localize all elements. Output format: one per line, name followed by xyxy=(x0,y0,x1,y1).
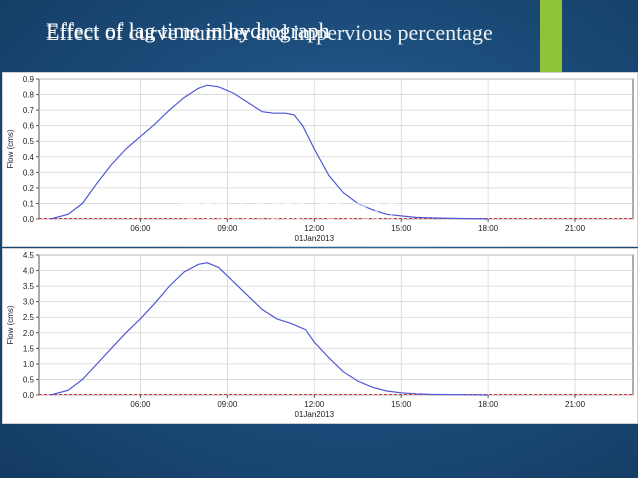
flow-series-line xyxy=(50,84,489,220)
x-tick-label: 06:00 xyxy=(130,400,151,409)
y-tick-label: 2.0 xyxy=(23,329,35,338)
hydrograph-chart-top: 0.0 0.1 0.2 0.3 0.4 0.5 0.6 0.7 0.8 0.9 06:00 09:00… xyxy=(6,75,634,243)
y-tick-label: 0.2 xyxy=(23,184,35,193)
x-tick-label: 18:00 xyxy=(478,400,499,409)
chart-panel-top: 0.0 0.1 0.2 0.3 0.4 0.5 0.6 0.7 0.8 0.9 06:00 09:00… xyxy=(2,72,638,247)
y-tick-label: 1.5 xyxy=(23,344,35,353)
x-tick-label: 12:00 xyxy=(304,400,325,409)
x-axis-label: 01Jan2013 xyxy=(294,410,334,419)
y-tick-label: 0.0 xyxy=(23,391,35,400)
x-tick-label: 12:00 xyxy=(304,224,325,233)
flow-series-line xyxy=(50,262,489,396)
y-tick-label: 4.5 xyxy=(23,251,35,260)
y-axis-label: Flow (cms) xyxy=(6,129,15,168)
slide-title-lag-time: Effect of lag time in hydrograph xyxy=(46,18,330,43)
accent-bar xyxy=(540,0,562,72)
thank-you-overlay: THANK YOU xyxy=(180,196,398,233)
y-tick-label: 3.0 xyxy=(23,298,35,307)
x-tick-label: 21:00 xyxy=(565,400,586,409)
hydrograph-chart-bottom: 0.0 0.5 1.0 1.5 2.0 2.5 3.0 3.5 4.0 4.5 06:00 09:00… xyxy=(6,251,634,419)
y-tick-label: 0.3 xyxy=(23,168,35,177)
slide-title-curve-number: Effect of curve number and impervious pe… xyxy=(46,20,493,45)
x-tick-label: 21:00 xyxy=(565,224,586,233)
y-tick-label: 0.5 xyxy=(23,375,35,384)
y-tick-label: 2.5 xyxy=(23,313,35,322)
y-axis-label: Flow (cms) xyxy=(6,305,15,344)
x-tick-label: 09:00 xyxy=(217,400,238,409)
x-tick-label: 09:00 xyxy=(217,224,238,233)
y-tick-label: 4.0 xyxy=(23,267,35,276)
y-tick-label: 0.9 xyxy=(23,75,35,84)
y-tick-label: 0.1 xyxy=(23,199,35,208)
y-tick-label: 0.0 xyxy=(23,215,35,224)
y-tick-label: 0.5 xyxy=(23,137,35,146)
x-tick-label: 15:00 xyxy=(391,224,412,233)
x-tick-label: 18:00 xyxy=(478,224,499,233)
y-tick-label: 3.5 xyxy=(23,282,35,291)
x-tick-label: 15:00 xyxy=(391,400,412,409)
y-tick-label: 0.7 xyxy=(23,106,35,115)
y-tick-label: 1.0 xyxy=(23,360,35,369)
y-tick-label: 0.6 xyxy=(23,122,35,131)
plot-area xyxy=(38,254,634,396)
y-tick-label: 0.8 xyxy=(23,91,35,100)
chart-panel-bottom: 0.0 0.5 1.0 1.5 2.0 2.5 3.0 3.5 4.0 4.5 06:00 09:00… xyxy=(2,248,638,424)
x-axis-label: 01Jan2013 xyxy=(294,234,334,243)
x-tick-label: 06:00 xyxy=(130,224,151,233)
y-tick-label: 0.4 xyxy=(23,153,35,162)
